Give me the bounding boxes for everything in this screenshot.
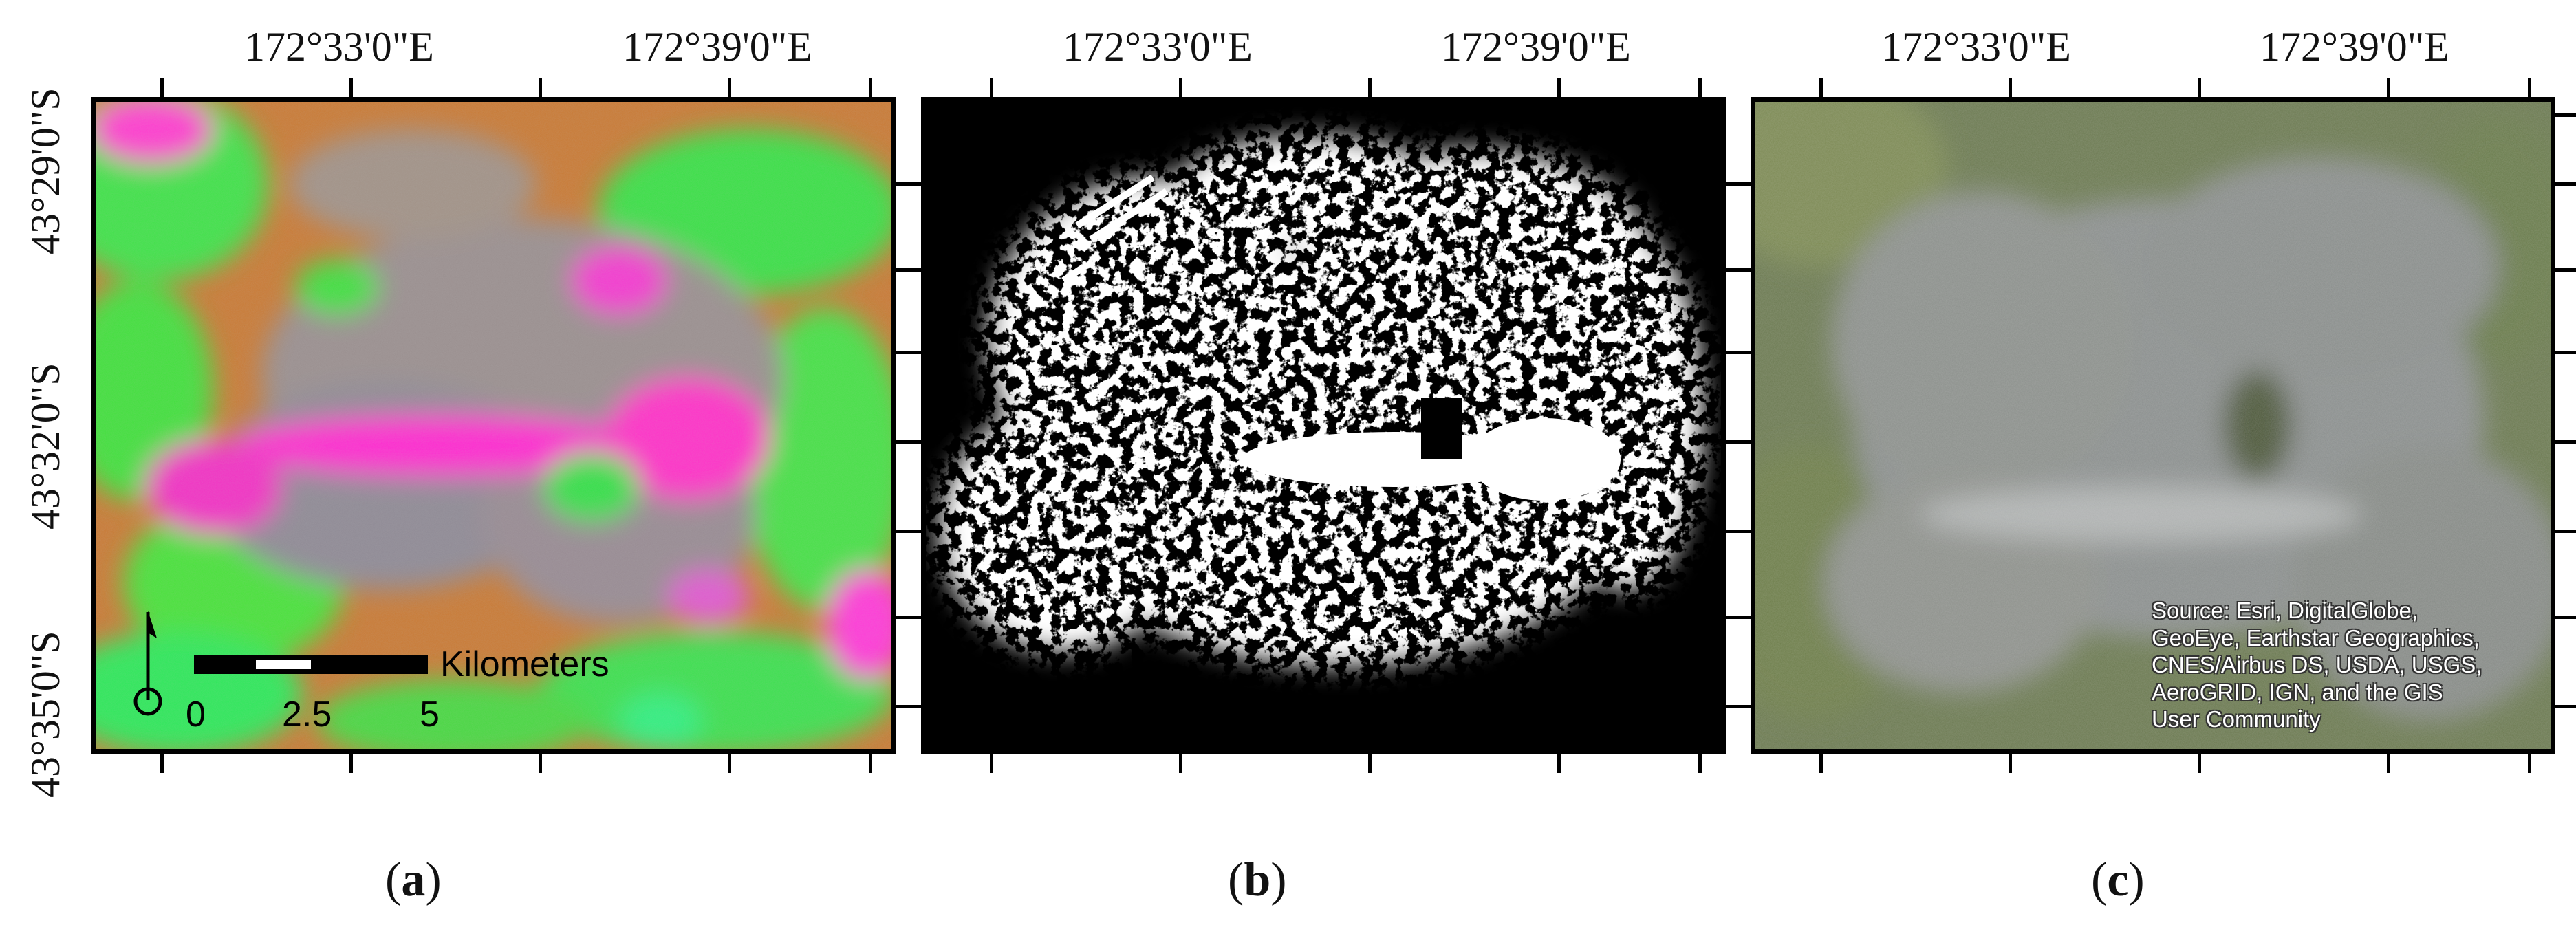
right-tick-c-top bbox=[2553, 113, 2576, 117]
left-tick-b-5 bbox=[894, 616, 922, 619]
left-tick-b-3 bbox=[894, 440, 922, 444]
bottom-tick-0-1 bbox=[349, 752, 353, 773]
top-tick-0-0 bbox=[160, 78, 164, 98]
panel-a-map bbox=[91, 97, 896, 754]
right-tick-b-2 bbox=[1724, 351, 1751, 354]
scale-bar-unit: Kilometers bbox=[440, 644, 609, 684]
bottom-tick-2-4 bbox=[2528, 752, 2531, 773]
satellite-basemap-image bbox=[1755, 102, 2551, 749]
longitude-label-c2: 172°39'0"E bbox=[2260, 24, 2449, 69]
right-tick-b-0 bbox=[1724, 182, 1751, 186]
bottom-tick-1-0 bbox=[990, 752, 993, 773]
right-tick-b-3 bbox=[1724, 440, 1751, 444]
bottom-tick-0-2 bbox=[539, 752, 542, 773]
bottom-tick-2-0 bbox=[1819, 752, 1823, 773]
bottom-tick-1-3 bbox=[1557, 752, 1561, 773]
panel-label-c: (c) bbox=[2091, 853, 2145, 906]
left-tick-b-0 bbox=[894, 182, 922, 186]
map-attribution: Source: Esri, DigitalGlobe, GeoEye, Eart… bbox=[2152, 597, 2482, 733]
right-tick-b-1 bbox=[1724, 268, 1751, 272]
top-tick-0-4 bbox=[869, 78, 872, 98]
right-tick-b-6 bbox=[1724, 705, 1751, 708]
scale-bar-tick-0: 0 bbox=[186, 695, 206, 734]
left-tick-b-2 bbox=[894, 351, 922, 354]
scale-bar-graphic bbox=[194, 655, 428, 674]
top-tick-0-2 bbox=[539, 78, 542, 98]
left-tick-b-4 bbox=[894, 530, 922, 533]
attribution-line-5: User Community bbox=[2152, 706, 2321, 732]
panel-c-map bbox=[1751, 97, 2555, 754]
top-tick-1-1 bbox=[1179, 78, 1182, 98]
panel-label-b: (b) bbox=[1228, 853, 1287, 906]
top-tick-2-1 bbox=[2009, 78, 2012, 98]
left-tick-b-6 bbox=[894, 705, 922, 708]
top-tick-1-3 bbox=[1557, 78, 1561, 98]
bottom-tick-2-1 bbox=[2009, 752, 2012, 773]
attribution-line-2: GeoEye, Earthstar Geographics, bbox=[2152, 624, 2480, 651]
right-tick-b-4 bbox=[1724, 530, 1751, 533]
false-color-image bbox=[96, 102, 891, 749]
right-tick-c-1 bbox=[2553, 268, 2576, 272]
panel-b-map bbox=[921, 97, 1726, 754]
bottom-tick-1-1 bbox=[1179, 752, 1182, 773]
top-tick-1-2 bbox=[1368, 78, 1372, 98]
bottom-tick-0-3 bbox=[728, 752, 731, 773]
top-tick-1-4 bbox=[1698, 78, 1702, 98]
bottom-tick-2-3 bbox=[2387, 752, 2390, 773]
top-tick-2-4 bbox=[2528, 78, 2531, 98]
attribution-line-4: AeroGRID, IGN, and the GIS bbox=[2152, 679, 2443, 705]
right-tick-c-0 bbox=[2553, 182, 2576, 186]
north-arrow-icon bbox=[133, 611, 162, 716]
longitude-label-c1: 172°33'0"E bbox=[1881, 24, 2071, 69]
scale-bar-tick-5: 5 bbox=[420, 695, 440, 734]
longitude-label-a2: 172°39'0"E bbox=[623, 24, 812, 69]
left-tick-b-1 bbox=[894, 268, 922, 272]
latitude-label-1: 43°29'0"S bbox=[23, 87, 68, 254]
top-tick-1-0 bbox=[990, 78, 993, 98]
top-tick-2-0 bbox=[1819, 78, 1823, 98]
attribution-line-3: CNES/Airbus DS, USDA, USGS, bbox=[2152, 652, 2482, 678]
bottom-tick-0-0 bbox=[160, 752, 164, 773]
binary-urban-image bbox=[926, 102, 1721, 749]
right-tick-c-6 bbox=[2553, 705, 2576, 708]
bottom-tick-1-2 bbox=[1368, 752, 1372, 773]
right-tick-c-3 bbox=[2553, 440, 2576, 444]
right-tick-c-2 bbox=[2553, 351, 2576, 354]
right-tick-b-5 bbox=[1724, 616, 1751, 619]
bottom-tick-0-4 bbox=[869, 752, 872, 773]
top-tick-0-3 bbox=[728, 78, 731, 98]
bottom-tick-2-2 bbox=[2198, 752, 2201, 773]
longitude-label-b1: 172°33'0"E bbox=[1063, 24, 1253, 69]
right-tick-c-5 bbox=[2553, 616, 2576, 619]
scale-bar-tick-2-5: 2.5 bbox=[282, 695, 332, 734]
bottom-tick-1-4 bbox=[1698, 752, 1702, 773]
latitude-label-3: 43°35'0"S bbox=[23, 631, 68, 798]
north-arrow-and-scale-bar bbox=[133, 611, 428, 716]
latitude-label-2: 43°32'0"S bbox=[23, 362, 68, 530]
longitude-label-b2: 172°39'0"E bbox=[1441, 24, 1631, 69]
right-tick-c-4 bbox=[2553, 530, 2576, 533]
panel-label-a: (a) bbox=[385, 853, 442, 906]
longitude-label-a1: 172°33'0"E bbox=[244, 24, 434, 69]
attribution-line-1: Source: Esri, DigitalGlobe, bbox=[2152, 598, 2418, 623]
top-tick-2-3 bbox=[2387, 78, 2390, 98]
top-tick-0-1 bbox=[349, 78, 353, 98]
top-tick-2-2 bbox=[2198, 78, 2201, 98]
